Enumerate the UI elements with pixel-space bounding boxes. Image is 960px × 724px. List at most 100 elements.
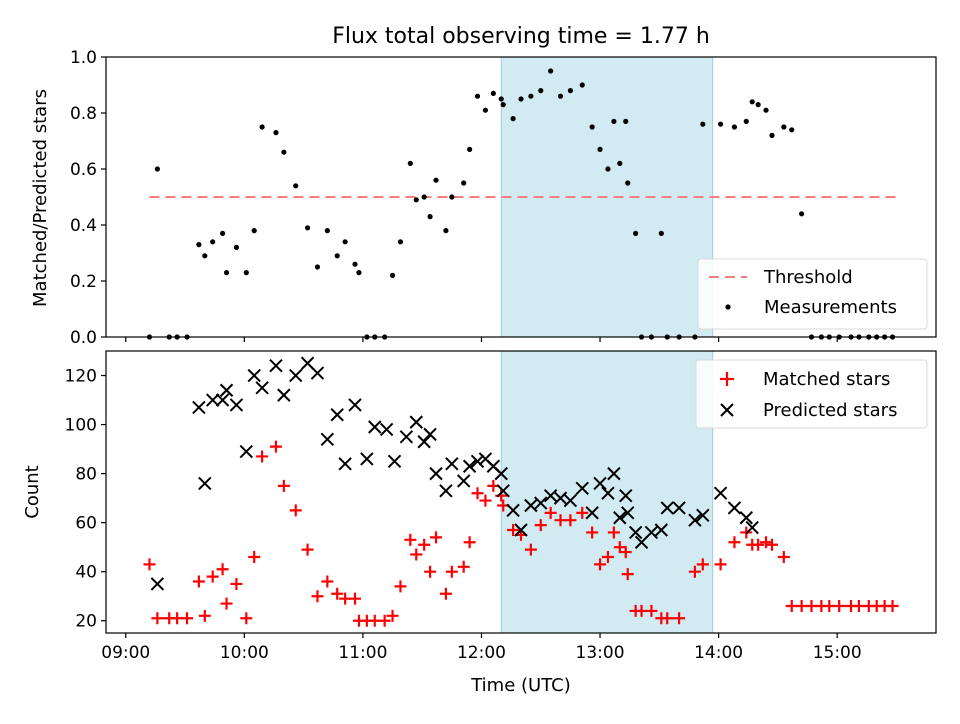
measurement-point [789,127,795,133]
predicted-star-marker [727,501,742,515]
predicted-star-marker [247,368,261,383]
predicted-star-marker [654,523,669,537]
predicted-star-marker [255,381,269,395]
top-panel: 0.0 0.2 0.4 0.6 0.8 1.0 Matched/Predicted sta… [30,48,937,348]
bottom-panel: 20 40 60 80 100 120 09:00 10:00 11:00 12:00 13:00… [22,350,937,696]
matched-star-marker [777,550,790,563]
measurement-point [210,239,216,245]
matched-star-marker [321,575,334,588]
predicted-star-marker [456,474,471,488]
x-tick-label: 14:00 [694,643,743,663]
predicted-star-marker [696,508,710,523]
matched-star-marker [418,538,431,551]
predicted-star-marker [553,491,568,505]
measurement-point [518,96,524,102]
predicted-star-marker [219,383,234,397]
measurement-point [233,244,240,250]
predicted-star-marker [739,511,753,525]
measurement-point [273,130,279,136]
predicted-star-marker [534,496,548,510]
matched-star-marker [445,565,458,578]
predicted-star-marker [621,506,635,520]
legend-threshold-label: Threshold [763,267,853,288]
predicted-star-marker [150,577,165,591]
matched-star-marker [601,550,614,563]
matched-star-marker [886,600,899,613]
matched-star-marker [301,543,314,556]
matched-star-marker [534,519,547,532]
matched-star-marker [661,612,674,625]
predicted-star-marker [215,393,230,407]
predicted-star-marker [368,420,382,434]
predicted-star-marker [277,388,291,402]
top-y-tick-label: 0.6 [70,160,97,180]
bottom-y-tick-label: 100 [65,416,97,436]
matched-star-marker [277,479,290,492]
predicted-star-marker [470,454,485,469]
measurement-point [611,118,617,124]
predicted-star-marker [496,484,510,498]
predicted-star-marker [269,359,283,373]
measurement-point [304,225,311,231]
predicted-star-marker [379,422,394,437]
matched-star-marker [688,565,701,578]
top-axes-frame [105,56,937,338]
x-tick-label: 11:00 [338,643,387,663]
measurement-point [219,230,226,236]
measurement-point [259,124,265,130]
matched-star-marker [410,548,423,561]
measurement-point [482,107,489,113]
matched-star-marker [673,612,686,625]
matched-star-marker [248,550,261,563]
measurement-point [427,214,433,220]
predicted-star-marker [524,498,538,513]
predicted-star-marker [585,506,599,520]
top-y-tick-label: 0.8 [70,104,97,124]
measurement-point [389,272,396,278]
measurement-point [449,194,455,200]
legend-measurements-label: Measurements [764,297,897,318]
matched-star-marker [463,536,476,549]
matched-star-marker [192,575,205,588]
top-y-tick-label: 1.0 [70,48,97,68]
matched-star-marker [378,614,391,627]
bottom-x-axis: 09:00 10:00 11:00 12:00 13:00 14:00 15:00 [101,633,862,663]
predicted-star-marker [514,523,528,537]
measurement-point [356,270,362,276]
predicted-star-marker [745,520,759,535]
predicted-star-marker [462,459,477,473]
measurement-point [314,264,321,270]
top-y-label: Matched/Predicted stars [30,89,51,307]
top-legend: Threshold Measurements [697,258,928,330]
measurement-point [281,149,287,155]
measurement-point [743,118,749,124]
predicted-star-marker [563,493,578,508]
legend-predicted-swatch [720,403,734,417]
measurement-point [342,239,348,245]
matched-star-marker [206,570,219,583]
measurement-point [500,102,506,108]
matched-star-marker [404,533,417,546]
predicted-star-marker [206,393,220,407]
measurement-point [510,116,516,122]
matched-star-marker [619,546,632,559]
bottom-y-axis: 20 40 60 80 100 120 [65,367,106,632]
measurement-point [498,96,504,102]
measurement-point [617,160,623,166]
matched-star-marker [752,538,765,551]
matched-star-marker [240,612,253,625]
matched-star-marker [760,536,773,549]
measurement-point [433,177,439,183]
measurement-point [597,146,603,152]
measurement-point [421,194,427,200]
measurement-point [557,93,564,99]
measurement-point [567,88,574,94]
bottom-y-tick-label: 40 [75,563,97,583]
matched-star-marker [289,504,302,517]
matched-star-marker [833,600,846,613]
x-tick-label: 13:00 [576,643,625,663]
matched-star-marker [524,543,537,556]
measurement-point [352,261,358,267]
matched-star-marker [349,592,361,605]
measurement-point [196,242,202,248]
